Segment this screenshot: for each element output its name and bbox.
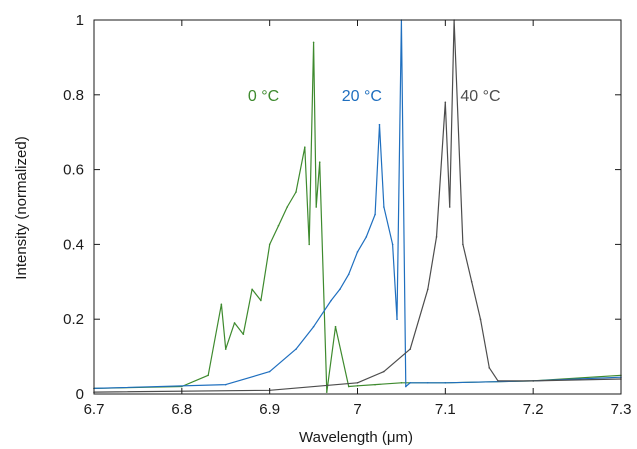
series-line-2 (93, 19, 622, 393)
series-point (347, 385, 350, 388)
series-point (488, 367, 491, 369)
series-point (405, 385, 407, 388)
series-point (347, 273, 350, 276)
series-point (426, 381, 429, 384)
series-labels: 0 °C 20 °C 40 °C (248, 88, 501, 105)
x-ticks: 6.7 6.8 6.9 7 7.1 7.2 7.3 (84, 20, 632, 418)
plot-frame (93, 19, 622, 395)
series-point (325, 391, 328, 393)
series-point (444, 381, 447, 384)
series-point (391, 243, 394, 246)
series-point (334, 325, 337, 328)
series-point (312, 325, 315, 328)
y-tick-label: 0.6 (63, 162, 84, 179)
series-point (295, 348, 297, 350)
series-point (356, 384, 359, 387)
series-point (470, 281, 473, 283)
series-point (233, 322, 236, 324)
series-point (365, 236, 368, 238)
series-point (532, 380, 534, 382)
y-tick-label: 1 (76, 12, 84, 29)
series-point (330, 299, 332, 302)
series-point (308, 243, 310, 246)
series-point (444, 101, 447, 104)
series-label-1: 20 °C (342, 88, 382, 105)
series-point (396, 318, 398, 321)
series-point (260, 299, 262, 302)
x-tick-label: 7.3 (611, 401, 632, 418)
x-tick-label: 7.1 (435, 401, 456, 418)
series-point (435, 236, 438, 238)
series-point (383, 370, 385, 373)
series-point (251, 288, 253, 291)
series-point (304, 146, 306, 148)
series-point (318, 161, 321, 163)
x-tick-label: 6.7 (84, 401, 105, 418)
series-point (286, 206, 289, 208)
series-point (315, 206, 318, 208)
series-layer (93, 19, 622, 393)
series-point (295, 191, 297, 193)
series-point (277, 224, 280, 227)
series-point (374, 213, 376, 216)
x-tick-label: 6.9 (259, 401, 280, 418)
series-point (242, 333, 245, 335)
series-label-2: 40 °C (460, 88, 500, 105)
series-label-0: 0 °C (248, 88, 279, 105)
y-tick-label: 0 (76, 386, 84, 403)
series-point (224, 348, 227, 350)
x-tick-label: 7 (353, 401, 361, 418)
series-point (462, 243, 464, 246)
series-point (220, 303, 223, 306)
series-point (383, 206, 385, 208)
series-point (374, 383, 376, 386)
series-point (378, 123, 381, 126)
series-line-1 (93, 19, 622, 389)
series-point (409, 381, 412, 384)
y-tick-label: 0.4 (63, 236, 84, 253)
series-point (448, 206, 451, 208)
x-tick-label: 6.8 (171, 401, 192, 418)
series-point (207, 374, 209, 377)
series-point (479, 318, 482, 321)
y-tick-label: 0.2 (63, 311, 84, 328)
series-point (426, 288, 429, 291)
series-point (356, 251, 359, 253)
y-ticks: 0 0.2 0.4 0.6 0.8 1 (63, 12, 621, 403)
series-point (268, 370, 271, 373)
series-point (268, 243, 271, 246)
series-point (339, 288, 341, 291)
series-point (400, 381, 403, 384)
series-point (497, 380, 499, 382)
x-axis-label: Wavelength (μm) (299, 429, 413, 446)
series-point (312, 41, 315, 44)
series-point (409, 348, 412, 350)
x-tick-label: 7.2 (523, 401, 544, 418)
series-point (356, 381, 359, 384)
series-point (224, 383, 227, 386)
y-axis-label: Intensity (normalized) (13, 136, 30, 279)
y-tick-label: 0.8 (63, 87, 84, 104)
